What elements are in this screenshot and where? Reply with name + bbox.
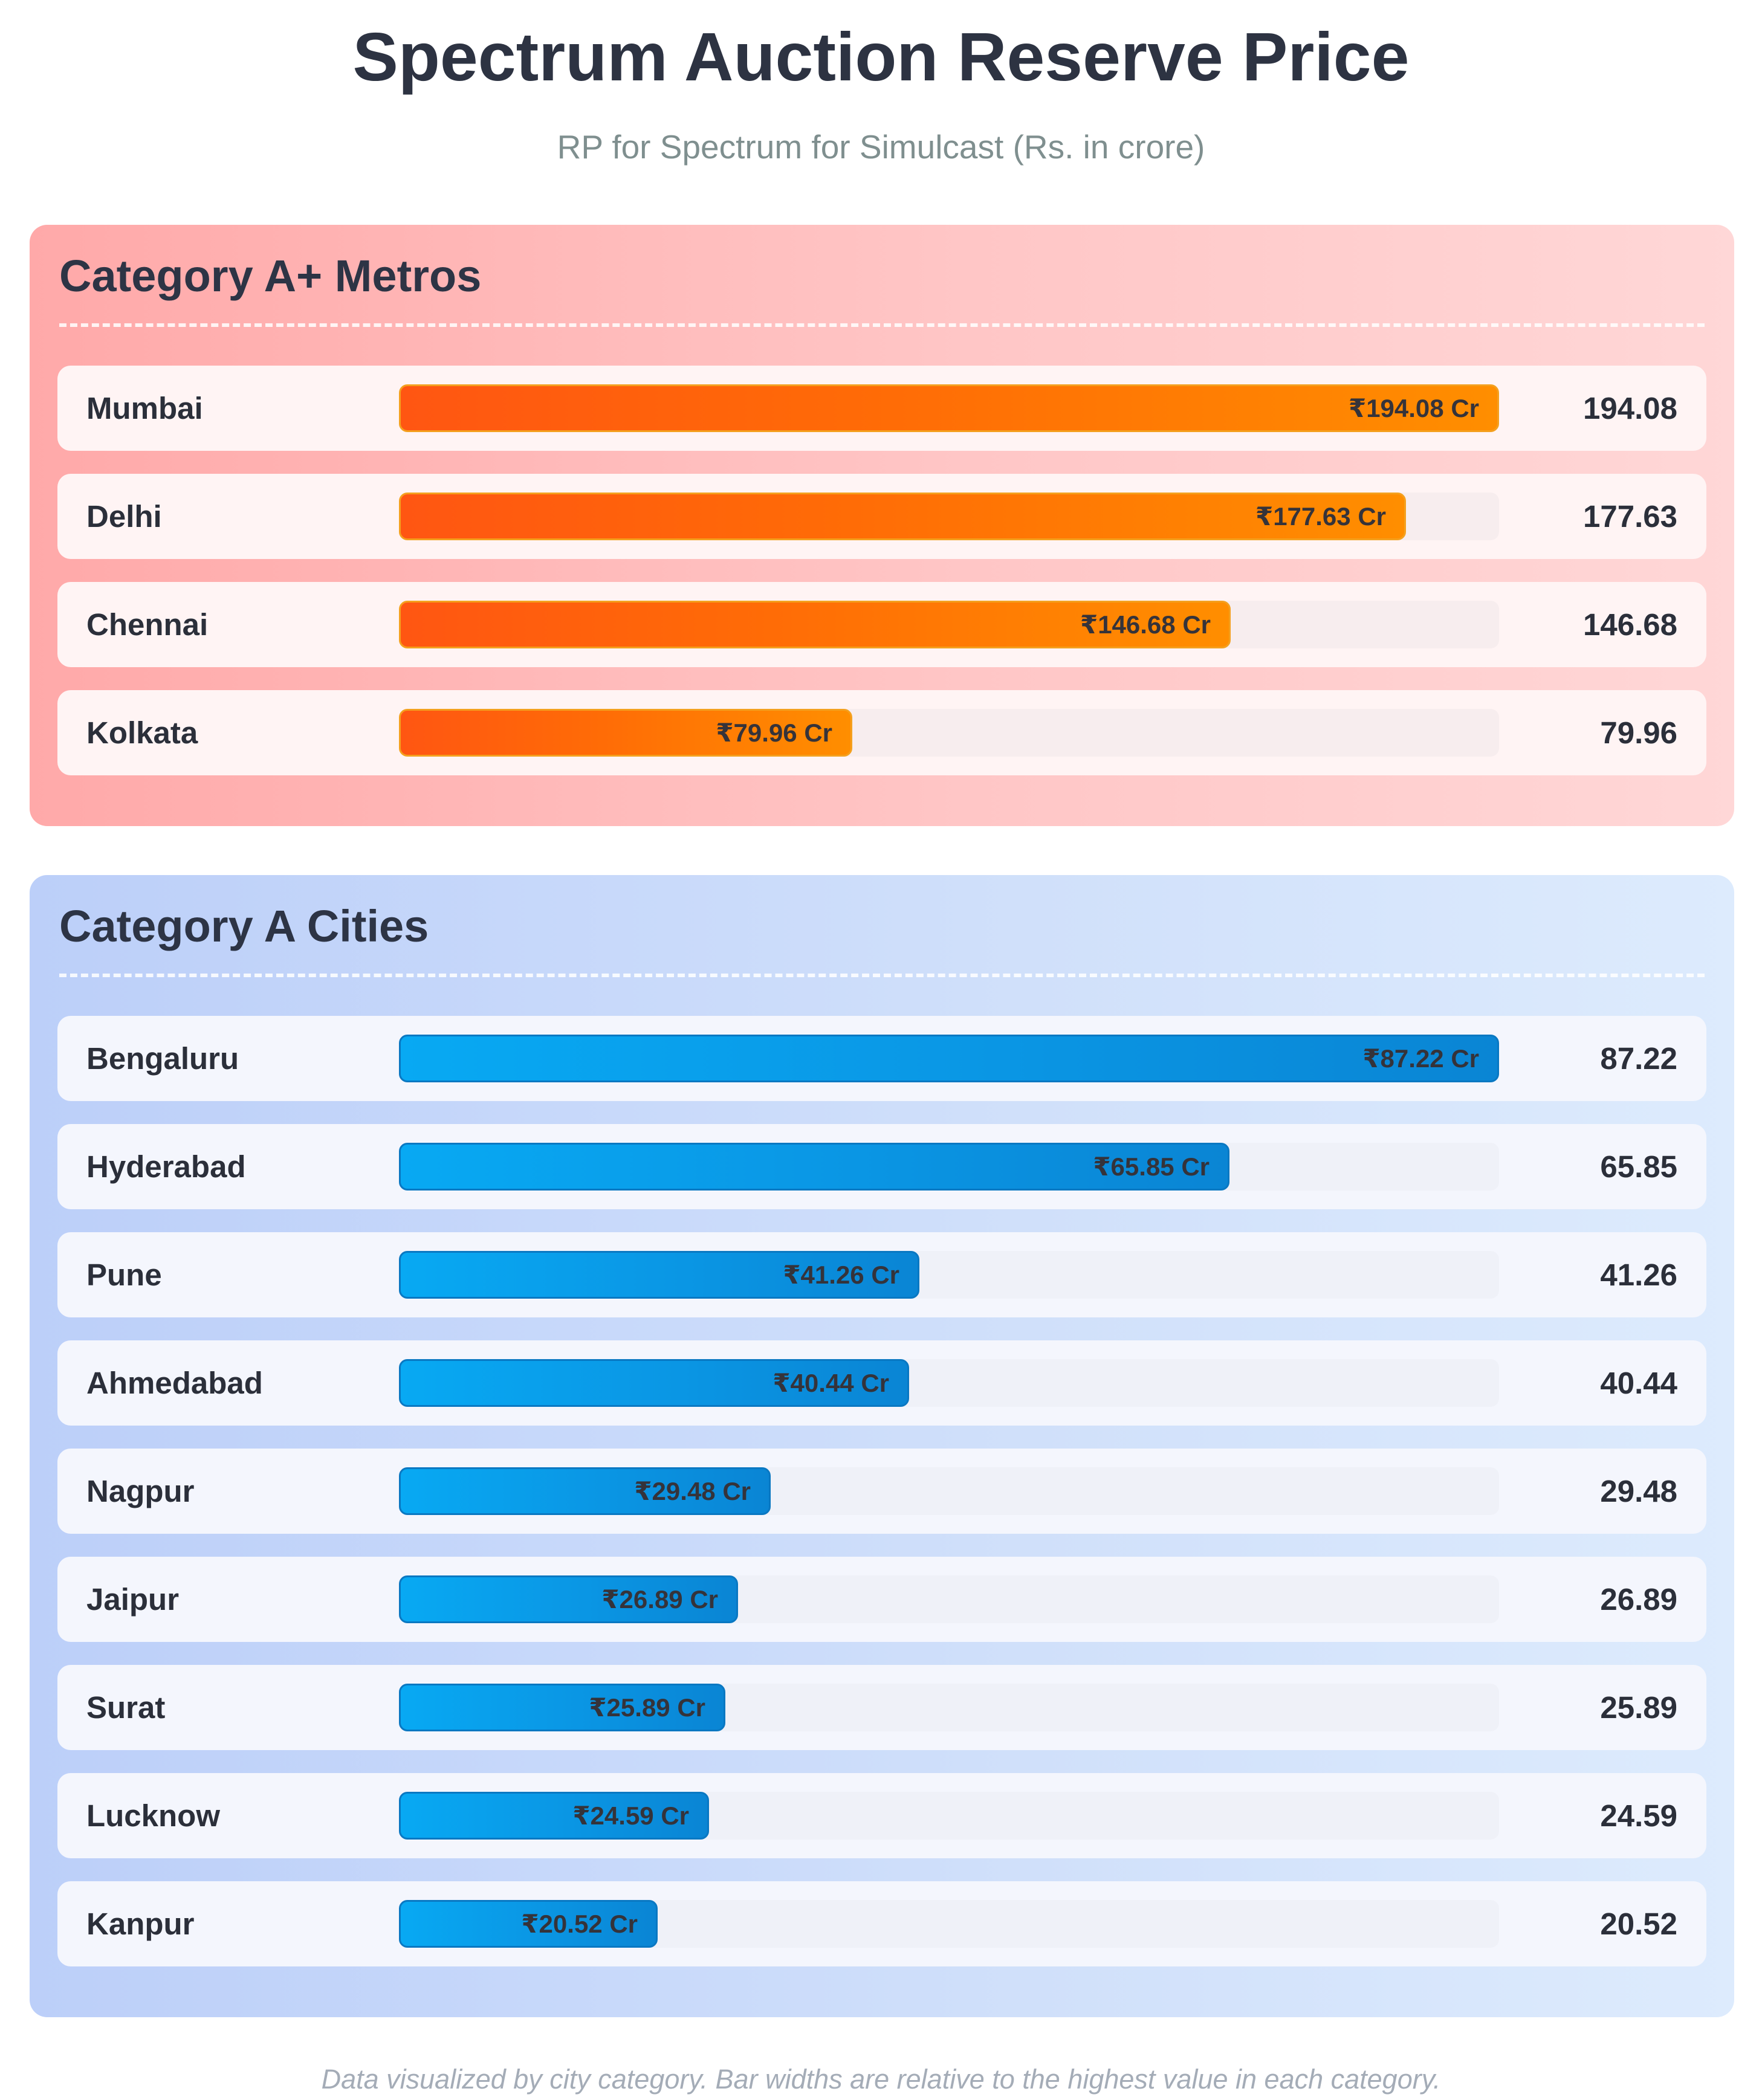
bar-track: ₹41.26 Cr bbox=[399, 1251, 1499, 1299]
bar-value-label: ₹146.68 Cr bbox=[1080, 610, 1211, 639]
bar-value-label: ₹25.89 Cr bbox=[589, 1693, 705, 1722]
bar-track: ₹87.22 Cr bbox=[399, 1035, 1499, 1082]
category-aplus-panel: Category A+ Metros Mumbai ₹194.08 Cr 194.0… bbox=[30, 225, 1734, 826]
footnote: Data visualized by city category. Bar wi… bbox=[321, 2064, 1441, 2095]
bar-track: ₹20.52 Cr bbox=[399, 1900, 1499, 1948]
bar-surat: ₹25.89 Cr bbox=[399, 1684, 725, 1731]
bar-kanpur: ₹20.52 Cr bbox=[399, 1900, 658, 1948]
bar-track: ₹194.08 Cr bbox=[399, 384, 1499, 432]
city-row-hyderabad: Hyderabad ₹65.85 Cr 65.85 bbox=[57, 1124, 1706, 1209]
city-label: Nagpur bbox=[86, 1474, 195, 1508]
city-row-pune: Pune ₹41.26 Cr 41.26 bbox=[57, 1232, 1706, 1317]
bar-value-label: ₹87.22 Cr bbox=[1362, 1044, 1479, 1073]
city-value: 65.85 bbox=[1600, 1149, 1677, 1184]
city-value: 79.96 bbox=[1600, 716, 1677, 750]
city-row-jaipur: Jaipur ₹26.89 Cr 26.89 bbox=[57, 1557, 1706, 1642]
city-value: 26.89 bbox=[1600, 1582, 1677, 1617]
bar-value-label: ₹20.52 Cr bbox=[521, 1910, 638, 1938]
city-label: Kolkata bbox=[86, 716, 198, 750]
city-row-delhi: Delhi ₹177.63 Cr 177.63 bbox=[57, 474, 1706, 559]
page-subtitle: RP for Spectrum for Simulcast (Rs. in cr… bbox=[557, 128, 1205, 166]
city-value: 25.89 bbox=[1600, 1690, 1677, 1725]
city-row-chennai: Chennai ₹146.68 Cr 146.68 bbox=[57, 582, 1706, 667]
bar-value-label: ₹194.08 Cr bbox=[1348, 394, 1479, 422]
bar-lucknow: ₹24.59 Cr bbox=[399, 1792, 709, 1840]
bar-jaipur: ₹26.89 Cr bbox=[399, 1575, 738, 1623]
city-label: Lucknow bbox=[86, 1798, 221, 1833]
page-title: Spectrum Auction Reserve Price bbox=[352, 19, 1410, 95]
category-a-panel: Category A Cities Bengaluru ₹87.22 Cr 87.2… bbox=[30, 875, 1734, 2017]
bar-track: ₹65.85 Cr bbox=[399, 1143, 1499, 1191]
bar-kolkata: ₹79.96 Cr bbox=[399, 709, 852, 757]
bar-track: ₹24.59 Cr bbox=[399, 1792, 1499, 1840]
bar-value-label: ₹41.26 Cr bbox=[783, 1261, 899, 1289]
bar-nagpur: ₹29.48 Cr bbox=[399, 1467, 771, 1515]
city-value: 87.22 bbox=[1600, 1041, 1677, 1076]
bar-value-label: ₹29.48 Cr bbox=[634, 1477, 751, 1505]
city-row-lucknow: Lucknow ₹24.59 Cr 24.59 bbox=[57, 1773, 1706, 1858]
city-label: Pune bbox=[86, 1258, 162, 1292]
bar-track: ₹146.68 Cr bbox=[399, 601, 1499, 648]
category-aplus-title: Category A+ Metros bbox=[59, 251, 482, 301]
city-row-nagpur: Nagpur ₹29.48 Cr 29.48 bbox=[57, 1449, 1706, 1534]
bar-hyderabad: ₹65.85 Cr bbox=[399, 1143, 1229, 1191]
city-value: 177.63 bbox=[1583, 499, 1677, 534]
city-value: 40.44 bbox=[1600, 1366, 1677, 1400]
city-row-ahmedabad: Ahmedabad ₹40.44 Cr 40.44 bbox=[57, 1340, 1706, 1426]
bar-track: ₹25.89 Cr bbox=[399, 1684, 1499, 1731]
bar-track: ₹177.63 Cr bbox=[399, 493, 1499, 540]
bar-value-label: ₹177.63 Cr bbox=[1255, 502, 1386, 531]
city-row-kanpur: Kanpur ₹20.52 Cr 20.52 bbox=[57, 1881, 1706, 1966]
bar-track: ₹29.48 Cr bbox=[399, 1467, 1499, 1515]
city-label: Bengaluru bbox=[86, 1041, 239, 1076]
city-label: Mumbai bbox=[86, 391, 203, 425]
bar-track: ₹79.96 Cr bbox=[399, 709, 1499, 757]
city-value: 29.48 bbox=[1600, 1474, 1677, 1508]
bar-pune: ₹41.26 Cr bbox=[399, 1251, 919, 1299]
city-label: Delhi bbox=[86, 499, 162, 534]
city-value: 20.52 bbox=[1600, 1907, 1677, 1941]
city-row-surat: Surat ₹25.89 Cr 25.89 bbox=[57, 1665, 1706, 1750]
city-row-kolkata: Kolkata ₹79.96 Cr 79.96 bbox=[57, 690, 1706, 775]
city-label: Hyderabad bbox=[86, 1149, 246, 1184]
category-aplus-divider bbox=[59, 323, 1705, 327]
city-label: Ahmedabad bbox=[86, 1366, 263, 1400]
bar-ahmedabad: ₹40.44 Cr bbox=[399, 1359, 909, 1407]
bar-chennai: ₹146.68 Cr bbox=[399, 601, 1231, 648]
city-value: 194.08 bbox=[1583, 391, 1677, 425]
bar-mumbai: ₹194.08 Cr bbox=[399, 384, 1499, 432]
city-label: Surat bbox=[86, 1690, 166, 1725]
category-a-divider bbox=[59, 974, 1705, 977]
bar-value-label: ₹65.85 Cr bbox=[1093, 1152, 1210, 1181]
bar-value-label: ₹40.44 Cr bbox=[772, 1369, 889, 1397]
bar-bengaluru: ₹87.22 Cr bbox=[399, 1035, 1499, 1082]
city-row-mumbai: Mumbai ₹194.08 Cr 194.08 bbox=[57, 366, 1706, 451]
bar-track: ₹26.89 Cr bbox=[399, 1575, 1499, 1623]
city-value: 146.68 bbox=[1583, 607, 1677, 642]
city-value: 41.26 bbox=[1600, 1258, 1677, 1292]
bar-delhi: ₹177.63 Cr bbox=[399, 493, 1406, 540]
city-value: 24.59 bbox=[1600, 1798, 1677, 1833]
bar-track: ₹40.44 Cr bbox=[399, 1359, 1499, 1407]
city-label: Jaipur bbox=[86, 1582, 180, 1617]
city-row-bengaluru: Bengaluru ₹87.22 Cr 87.22 bbox=[57, 1016, 1706, 1101]
bar-value-label: ₹79.96 Cr bbox=[716, 719, 832, 747]
category-a-title: Category A Cities bbox=[59, 901, 429, 951]
bar-value-label: ₹26.89 Cr bbox=[601, 1585, 718, 1614]
bar-value-label: ₹24.59 Cr bbox=[572, 1801, 689, 1830]
city-label: Kanpur bbox=[86, 1907, 195, 1941]
city-label: Chennai bbox=[86, 607, 209, 642]
